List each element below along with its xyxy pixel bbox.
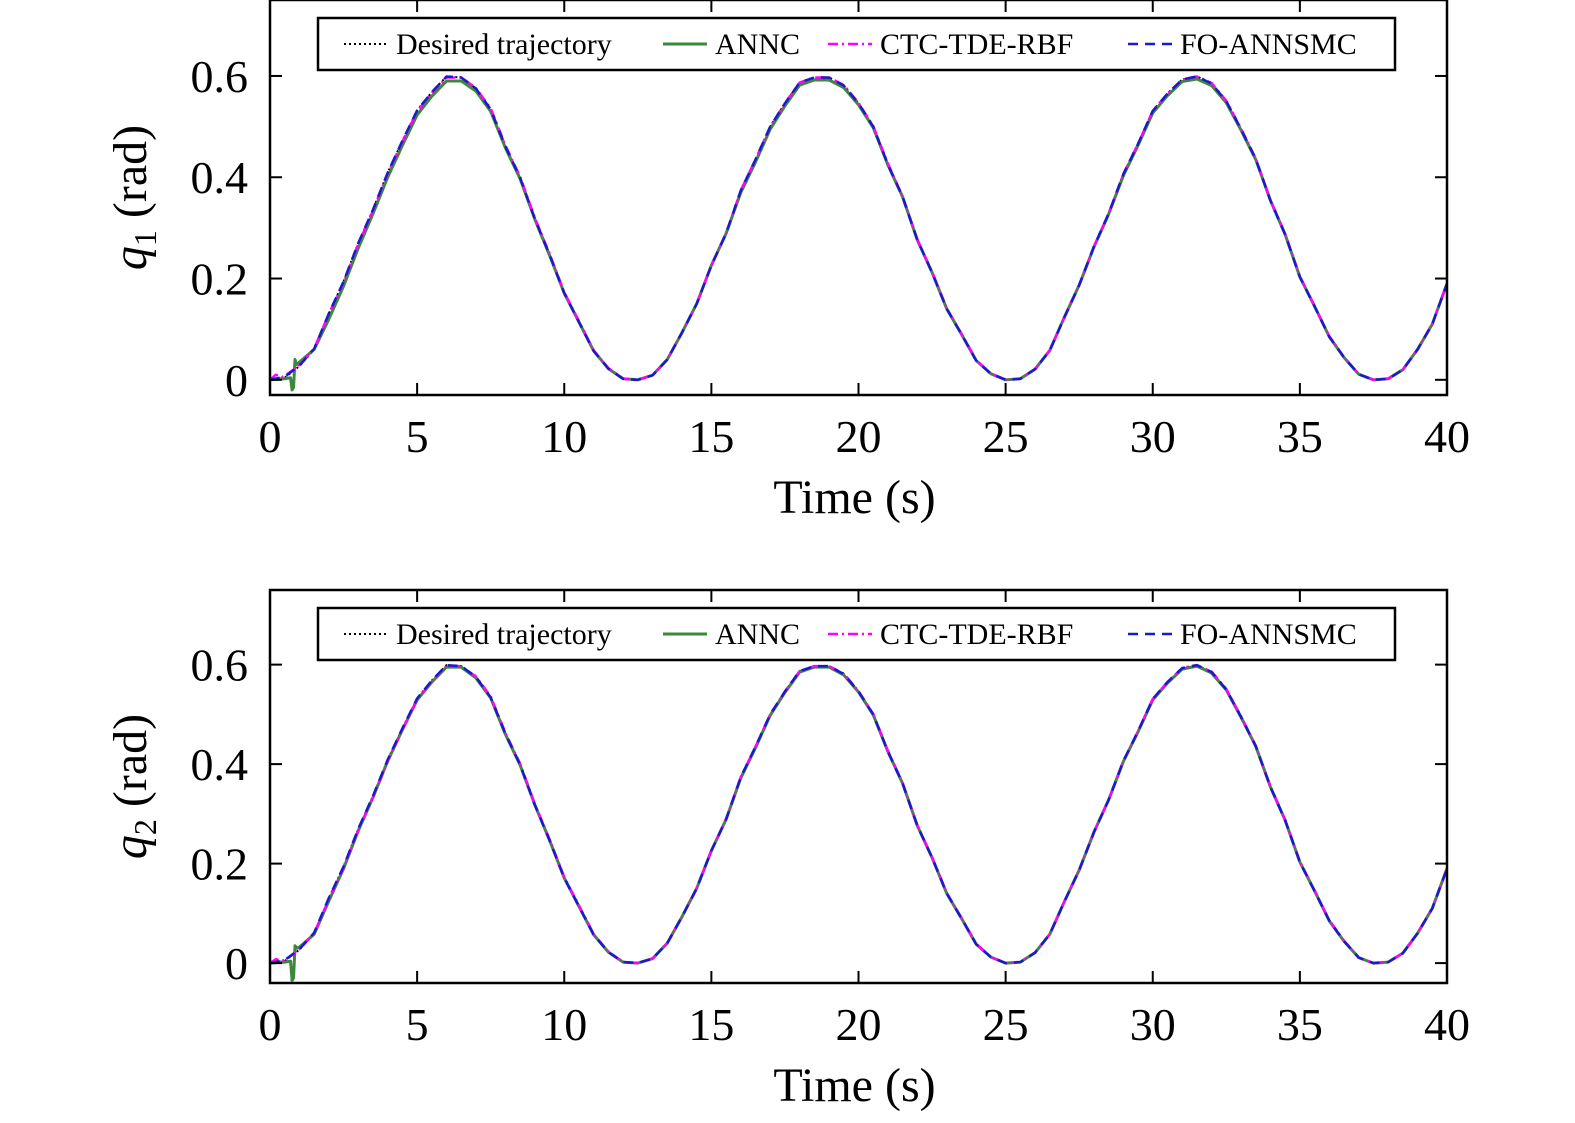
series-group [270,75,1447,392]
chart-panel-1: 0 5 10 15 20 25 30 35 40 0 0.2 0.4 0.6 Time (s) q1 (ra… [104,0,1470,524]
legend-label: FO-ANNSMC [1180,618,1357,651]
series-line-ctc-tde-rbf [270,75,1447,382]
y-axis-title-subscript: 1 [127,230,163,246]
y-tick-label: 0.6 [191,640,249,691]
y-tick-label: 0 [225,938,248,989]
series-line-fo-annsmc [270,663,1447,965]
x-tick-label: 15 [688,411,734,462]
chart-panel-2: 0 5 10 15 20 25 30 35 40 0 0.2 0.4 0.6 Time (s) q2 (ra… [104,588,1470,1112]
x-axis-title: Time (s) [773,1059,935,1112]
series-line-desired-trajectory [270,75,1447,381]
legend-label: Desired trajectory [396,618,612,651]
x-tick-label: 10 [541,999,587,1050]
y-axis-title-unit: (rad) [104,714,157,819]
y-axis-title: q1 (rad) [104,125,163,270]
x-tick-label: 25 [983,411,1029,462]
x-tick-label: 20 [836,999,882,1050]
y-tick-label: 0.2 [191,839,249,890]
series-group [270,663,1447,983]
y-axis-title-symbol: q [104,246,157,270]
y-axis-title: q2 (rad) [104,714,163,859]
x-tick-label: 30 [1130,999,1176,1050]
series-line-annc [270,77,1447,392]
y-axis-title-unit: (rad) [104,125,157,230]
x-tick-label: 5 [406,999,429,1050]
series-line-fo-annsmc [270,75,1447,382]
x-tick-label: 10 [541,411,587,462]
series-line-desired-trajectory [270,664,1447,965]
x-tick-label: 25 [983,999,1029,1050]
x-tick-label: 0 [259,999,282,1050]
x-tick-label: 35 [1277,411,1323,462]
legend: Desired trajectory ANNC CTC-TDE-RBF FO-ANNS… [316,16,1397,72]
y-axis-title-subscript: 2 [127,819,163,835]
x-tick-label: 15 [688,999,734,1050]
y-tick-label: 0 [225,355,248,406]
legend-label: CTC-TDE-RBF [880,28,1073,61]
x-tick-label: 30 [1130,411,1176,462]
legend-label: ANNC [715,28,800,61]
legend-label: CTC-TDE-RBF [880,618,1073,651]
x-tick-label: 20 [836,411,882,462]
y-tick-label: 0.2 [191,254,249,305]
y-tick-label: 0.6 [191,51,249,102]
y-tick-label: 0.4 [191,739,249,790]
x-tick-label: 35 [1277,999,1323,1050]
x-tick-label: 5 [406,411,429,462]
legend-label: Desired trajectory [396,28,612,61]
x-tick-label: 40 [1424,411,1470,462]
series-line-annc [270,664,1447,983]
legend: Desired trajectory ANNC CTC-TDE-RBF FO-ANNS… [316,606,1397,662]
x-axis-title: Time (s) [773,471,935,524]
y-axis-title-symbol: q [104,835,157,859]
x-tick-label: 0 [259,411,282,462]
legend-label: ANNC [715,618,800,651]
y-tick-label: 0.4 [191,152,249,203]
x-tick-label: 40 [1424,999,1470,1050]
series-line-ctc-tde-rbf [270,663,1447,965]
legend-label: FO-ANNSMC [1180,28,1357,61]
